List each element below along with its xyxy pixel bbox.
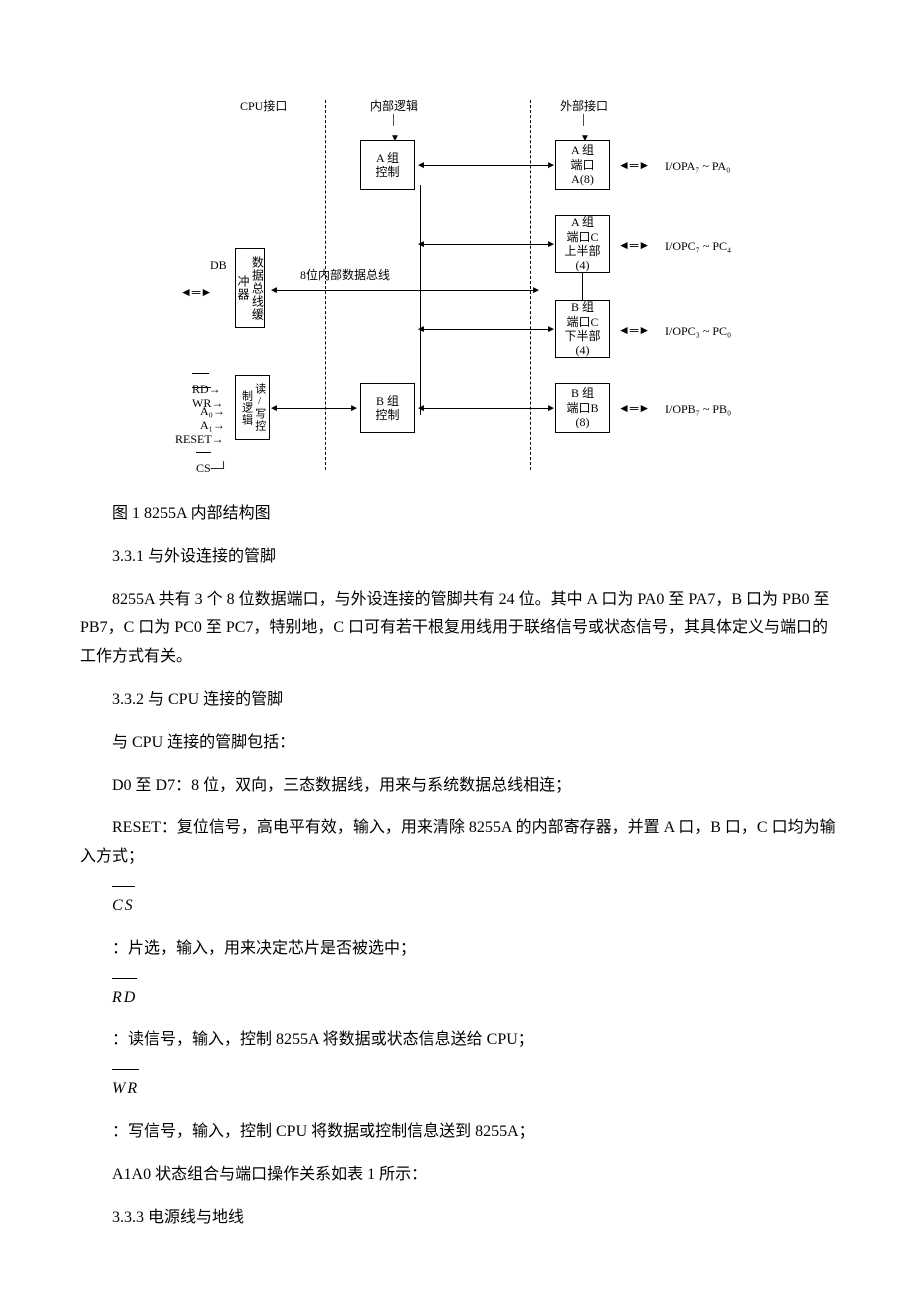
pa-arrow-icon: ◄═►: [618, 155, 650, 177]
wr-signal: WR: [112, 1069, 840, 1104]
internal-bus-label: 8位内部数据总线: [300, 265, 390, 287]
group-a-control-l2: 控制: [375, 165, 399, 179]
pcl-signal-label: I/OPC₃ ~ PC₀: [665, 321, 731, 343]
port-c-upper-l4: (4): [576, 258, 590, 272]
port-b-l1: B 组: [571, 386, 594, 400]
conn-clower: [422, 329, 550, 330]
wr-signal-label: WR: [112, 1069, 139, 1104]
header-cpu-interface: CPU接口: [240, 96, 287, 118]
port-a-l2: 端口: [570, 158, 594, 172]
cs-label: CS─┘: [196, 452, 228, 480]
diagram-canvas: CPU接口 内部逻辑 外部接口 │▼ │▼ DB ◄═► 数据总线缓冲器 读/写…: [160, 100, 760, 480]
pcu-signal-label: I/OPC₇ ~ PC₄: [665, 236, 731, 258]
pb-signal-label: I/OPB₇ ~ PB₀: [665, 399, 731, 421]
cs-signal-desc: ：片选，输入，用来决定芯片是否被选中；: [80, 935, 840, 964]
group-b-control-box: B 组 控制: [360, 383, 415, 433]
port-c-lower-l4: (4): [576, 343, 590, 357]
port-c-lower-l2: 端口C: [566, 315, 598, 329]
group-a-control-box: A 组 控制: [360, 140, 415, 190]
pb-arrow-icon: ◄═►: [618, 398, 650, 420]
conn-cupper: [422, 244, 550, 245]
port-c-lower-box: B 组 端口C 下半部 (4): [555, 300, 610, 358]
section-332-title: 3.3.2 与 CPU 连接的管脚: [80, 686, 840, 715]
cs-signal: CS: [112, 886, 840, 921]
rw-control-text: 读/写控制逻辑: [239, 378, 265, 437]
cs-signal-label: CS: [112, 886, 135, 921]
bus-vertical: [420, 185, 421, 415]
rd-signal-desc: ：读信号，输入，控制 8255A 将数据或状态信息送给 CPU；: [80, 1026, 840, 1055]
section-333-title: 3.3.3 电源线与地线: [80, 1204, 840, 1233]
figure-8255a-block-diagram: CPU接口 内部逻辑 外部接口 │▼ │▼ DB ◄═► 数据总线缓冲器 读/写…: [80, 100, 840, 480]
port-c-lower-l1: B 组: [571, 300, 594, 314]
port-a-l1: A 组: [571, 143, 594, 157]
data-bus-buffer-text: 数据总线缓冲器: [236, 251, 265, 325]
port-a-l3: A(8): [571, 172, 594, 186]
internal-bus-line: [275, 290, 535, 291]
pa-signal-label: I/OPA₇ ~ PA₀: [665, 156, 730, 178]
portc-connector: [582, 273, 583, 300]
section-332-p4: A1A0 状态组合与端口操作关系如表 1 所示：: [80, 1161, 840, 1190]
figure-caption: 图 1 8255A 内部结构图: [80, 500, 840, 529]
conn-a-ctrl-port: [422, 165, 550, 166]
port-b-l2: 端口B: [566, 401, 598, 415]
port-a-box: A 组 端口 A(8): [555, 140, 610, 190]
db-dblarrow-icon: ◄═►: [180, 282, 212, 304]
port-c-upper-l1: A 组: [571, 215, 594, 229]
group-b-control-l2: 控制: [375, 408, 399, 422]
section-331-title: 3.3.1 与外设连接的管脚: [80, 543, 840, 572]
rd-signal-label: RD: [112, 978, 137, 1013]
port-c-upper-l3: 上半部: [564, 244, 600, 258]
section-331-p1: 8255A 共有 3 个 8 位数据端口，与外设连接的管脚共有 24 位。其中 …: [80, 586, 840, 672]
port-c-upper-box: A 组 端口C 上半部 (4): [555, 215, 610, 273]
group-a-control-l1: A 组: [376, 151, 399, 165]
reset-label: RESET→: [175, 429, 224, 451]
port-b-l3: (8): [576, 415, 590, 429]
section-332-p1: 与 CPU 连接的管脚包括：: [80, 729, 840, 758]
conn-b-ctrl-port: [422, 408, 550, 409]
pcu-arrow-icon: ◄═►: [618, 235, 650, 257]
rd-signal: RD: [112, 978, 840, 1013]
data-bus-buffer-box: 数据总线缓冲器: [235, 248, 265, 328]
port-b-box: B 组 端口B (8): [555, 383, 610, 433]
section-332-p2: D0 至 D7：8 位，双向，三态数据线，用来与系统数据总线相连；: [80, 772, 840, 801]
pcl-arrow-icon: ◄═►: [618, 320, 650, 342]
group-b-control-l1: B 组: [376, 394, 399, 408]
port-c-upper-l2: 端口C: [566, 230, 598, 244]
rw-control-box: 读/写控制逻辑: [235, 375, 270, 440]
wr-signal-desc: ：写信号，输入，控制 CPU 将数据或控制信息送到 8255A；: [80, 1118, 840, 1147]
port-c-lower-l3: 下半部: [564, 329, 600, 343]
section-332-p3: RESET：复位信号，高电平有效，输入，用来清除 8255A 的内部寄存器，并置…: [80, 814, 840, 872]
conn-rw-bctrl: [275, 408, 353, 409]
db-label: DB: [210, 255, 227, 277]
